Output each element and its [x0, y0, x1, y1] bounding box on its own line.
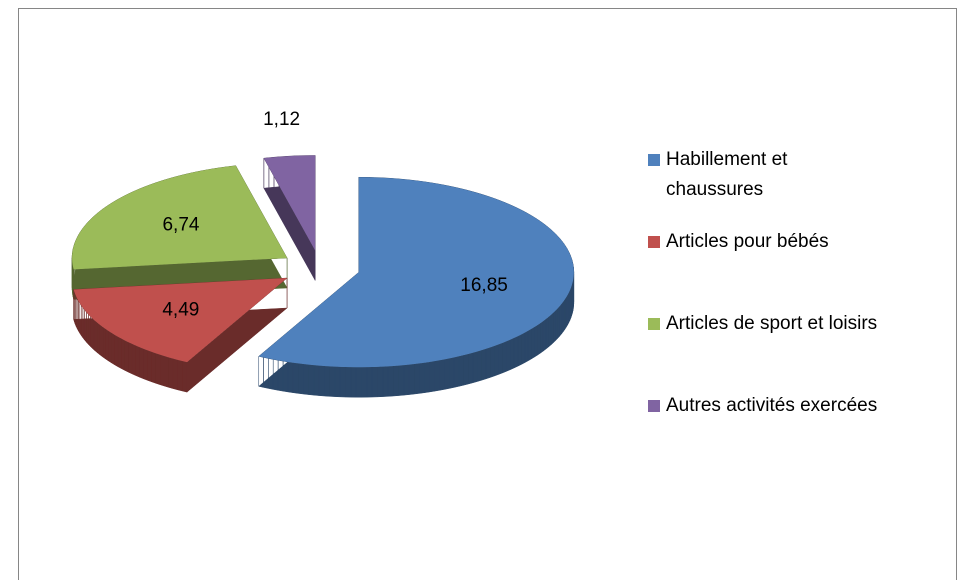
legend-label: Habillement et chaussures	[666, 149, 788, 200]
legend-item: Articles de sport et loisirs	[648, 309, 948, 391]
data-label: 1,12	[263, 109, 300, 130]
slice	[72, 165, 288, 270]
legend-item: Articles pour bébés	[648, 227, 948, 309]
legend: Habillement et chaussures Articles pour b…	[648, 145, 948, 473]
legend-swatch	[648, 154, 660, 166]
data-label: 16,85	[460, 275, 508, 296]
legend-swatch	[648, 400, 660, 412]
data-label: 4,49	[162, 299, 199, 320]
legend-label: Articles pour bébés	[666, 231, 829, 252]
slice	[263, 155, 316, 251]
legend-label: Articles de sport et loisirs	[666, 313, 878, 334]
slice	[73, 278, 288, 363]
legend-item: Habillement et chaussures	[648, 145, 948, 227]
legend-label: Autres activités exercées	[666, 395, 878, 416]
legend-swatch	[648, 318, 660, 330]
legend-item: Autres activités exercées	[648, 391, 948, 473]
data-label: 6,74	[162, 215, 199, 236]
legend-swatch	[648, 236, 660, 248]
slice	[258, 177, 574, 368]
